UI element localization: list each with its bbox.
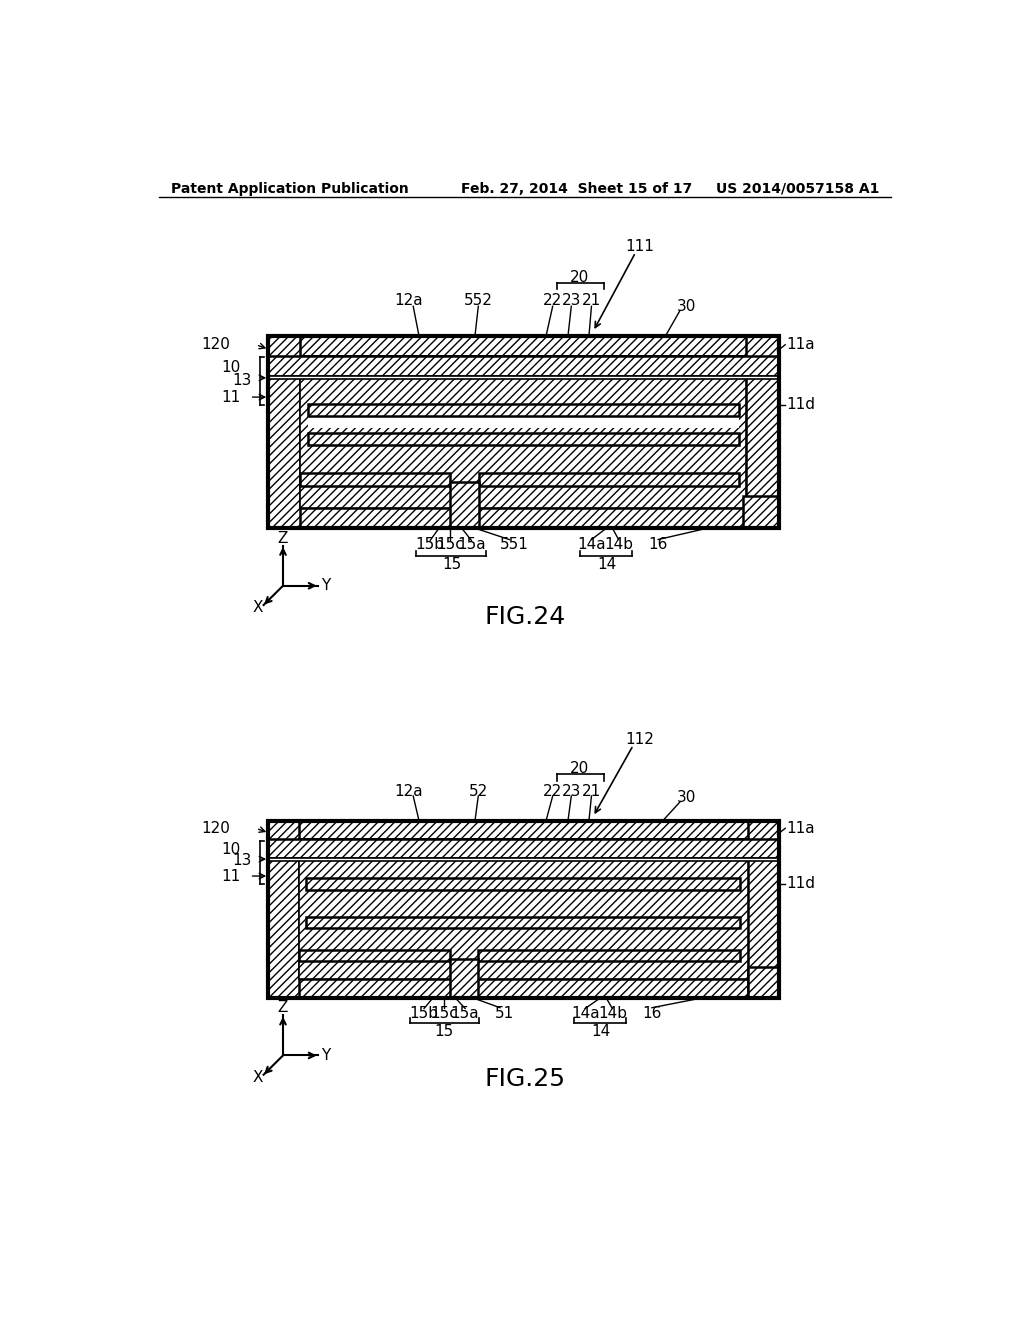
Text: 120: 120 [202, 337, 230, 352]
Text: 11d: 11d [786, 876, 816, 891]
Text: 15b: 15b [416, 537, 444, 553]
Bar [267, 376, 779, 379]
Text: 15b: 15b [410, 1006, 438, 1020]
Bar [742, 495, 779, 528]
Bar [267, 840, 779, 858]
Text: Patent Application Publication: Patent Application Publication [171, 182, 409, 195]
Text: 11a: 11a [786, 337, 815, 352]
Bar [267, 858, 779, 861]
Bar [267, 508, 779, 528]
Text: 15: 15 [434, 1024, 454, 1039]
Text: 16: 16 [648, 537, 668, 553]
Bar [267, 335, 779, 528]
Bar [267, 821, 779, 840]
Text: 12a: 12a [394, 293, 423, 309]
Text: Y: Y [321, 1048, 331, 1063]
Text: 51: 51 [495, 1006, 514, 1020]
Text: 30: 30 [676, 298, 695, 314]
Text: 11d: 11d [786, 397, 816, 412]
Bar [267, 821, 779, 998]
Text: 15a: 15a [451, 1006, 479, 1020]
Text: Z: Z [278, 531, 288, 545]
Text: 111: 111 [625, 239, 654, 255]
Text: X: X [253, 1069, 263, 1085]
Bar [306, 878, 740, 890]
Text: 14a: 14a [571, 1006, 600, 1020]
Text: 552: 552 [464, 293, 493, 309]
Text: 13: 13 [232, 853, 252, 869]
Bar [308, 433, 738, 445]
Text: 15c: 15c [436, 537, 464, 553]
Bar [746, 335, 779, 528]
Text: 23: 23 [561, 784, 581, 799]
Text: US 2014/0057158 A1: US 2014/0057158 A1 [717, 182, 880, 195]
Text: 21: 21 [582, 784, 601, 799]
Text: 30: 30 [676, 789, 695, 805]
Text: 22: 22 [543, 293, 562, 309]
Text: 22: 22 [543, 784, 562, 799]
Text: 15: 15 [442, 557, 462, 573]
Bar [267, 335, 300, 528]
Text: 11: 11 [221, 869, 241, 883]
Text: 10: 10 [221, 360, 241, 375]
Text: Y: Y [321, 578, 331, 593]
Bar [300, 474, 450, 486]
Bar [267, 979, 779, 998]
Text: 12a: 12a [394, 784, 423, 799]
Bar [267, 821, 299, 998]
Text: 112: 112 [625, 733, 654, 747]
Text: 10: 10 [221, 842, 241, 858]
Text: 120: 120 [202, 821, 230, 836]
Bar [306, 917, 740, 928]
Text: 14b: 14b [598, 1006, 627, 1020]
Text: 15c: 15c [430, 1006, 458, 1020]
Text: 16: 16 [642, 1006, 662, 1020]
Bar [748, 966, 779, 998]
Text: 21: 21 [582, 293, 601, 309]
Text: FIG.24: FIG.24 [484, 605, 565, 628]
Text: 23: 23 [561, 293, 581, 309]
Bar [267, 355, 779, 376]
Text: FIG.25: FIG.25 [484, 1067, 565, 1090]
Bar [308, 404, 738, 416]
Text: 14b: 14b [604, 537, 633, 553]
Bar [308, 416, 738, 428]
Text: 11: 11 [221, 389, 241, 405]
Text: 13: 13 [232, 372, 252, 388]
Text: X: X [253, 599, 263, 615]
Text: Z: Z [278, 1001, 288, 1015]
Text: 52: 52 [469, 784, 487, 799]
Bar [299, 950, 450, 961]
Text: 20: 20 [570, 760, 590, 776]
Bar [450, 960, 477, 998]
Bar [267, 335, 779, 355]
Text: 15a: 15a [457, 537, 485, 553]
Bar [299, 840, 748, 979]
Bar [748, 821, 779, 998]
Text: 11a: 11a [786, 821, 815, 836]
Text: 14: 14 [591, 1024, 610, 1039]
Bar [479, 474, 738, 486]
Text: 14a: 14a [578, 537, 606, 553]
Text: 14: 14 [597, 557, 616, 573]
Text: 20: 20 [570, 271, 590, 285]
Bar [450, 482, 479, 528]
Text: Feb. 27, 2014  Sheet 15 of 17: Feb. 27, 2014 Sheet 15 of 17 [461, 182, 692, 195]
Text: 551: 551 [500, 537, 528, 553]
Bar [300, 355, 746, 508]
Bar [477, 950, 740, 961]
